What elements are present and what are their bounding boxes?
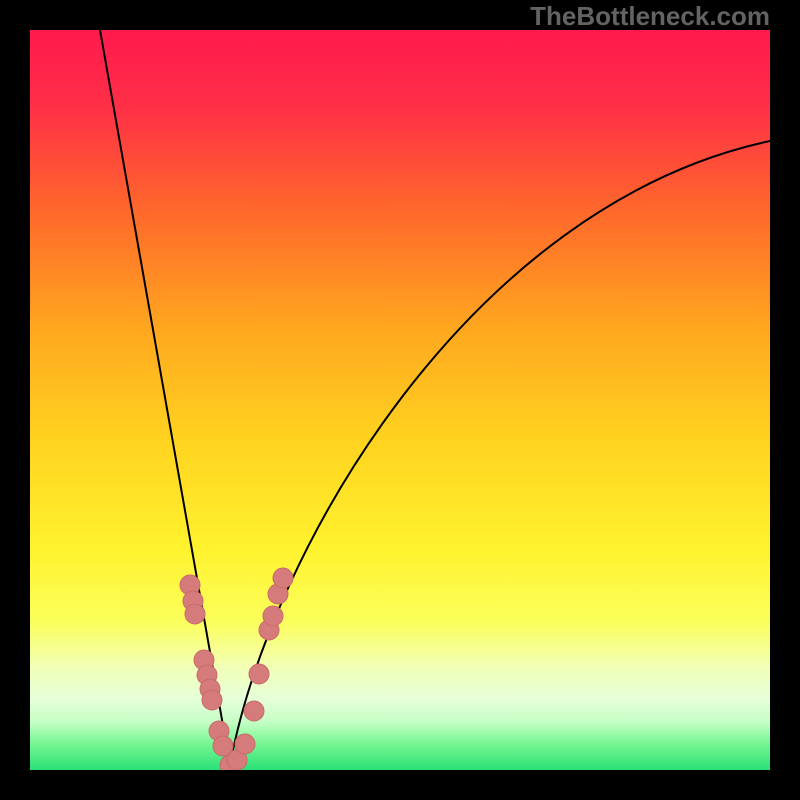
data-marker [273, 568, 293, 588]
curve-layer [30, 30, 770, 770]
data-marker [185, 604, 205, 624]
plot-area [30, 30, 770, 770]
data-marker [263, 606, 283, 626]
data-marker [202, 690, 222, 710]
data-marker [249, 664, 269, 684]
curve-right-branch [230, 141, 770, 765]
data-marker [244, 701, 264, 721]
data-marker [235, 734, 255, 754]
watermark-text: TheBottleneck.com [530, 1, 770, 32]
